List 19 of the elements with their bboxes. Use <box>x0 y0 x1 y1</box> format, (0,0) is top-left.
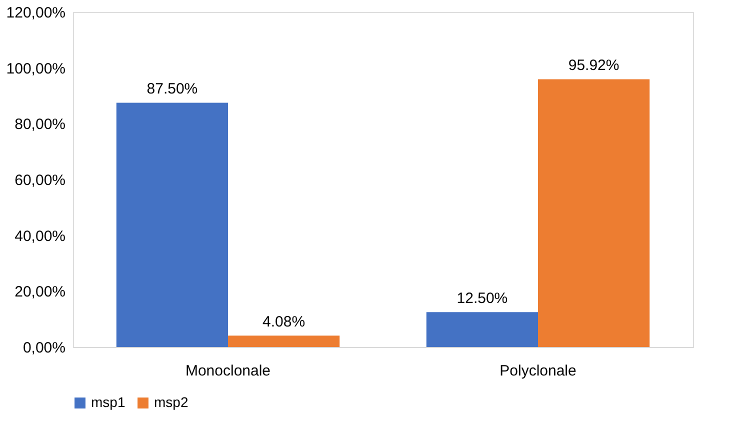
y-tick-label: 80,00% <box>14 116 66 134</box>
bar <box>116 102 228 347</box>
y-tick-label: 0,00% <box>22 340 66 356</box>
bar <box>426 312 538 347</box>
bar <box>538 79 650 347</box>
bar <box>228 336 340 347</box>
legend-label: msp1 <box>91 394 126 410</box>
y-tick-label: 40,00% <box>14 228 66 245</box>
x-tick-label: Monoclonale <box>185 362 271 380</box>
data-label: 12.50% <box>456 290 508 308</box>
data-label: 87.50% <box>146 80 198 98</box>
data-label: 95.92% <box>568 57 620 74</box>
y-tick-label: 20,00% <box>14 284 66 301</box>
y-tick-label: 120,00% <box>6 4 66 22</box>
y-tick-label: 100,00% <box>6 60 66 78</box>
data-label: 4.08% <box>262 314 306 331</box>
x-tick-label: Polyclonale <box>500 362 576 380</box>
legend-label: msp2 <box>154 394 188 410</box>
y-tick-label: 60,00% <box>14 172 66 189</box>
